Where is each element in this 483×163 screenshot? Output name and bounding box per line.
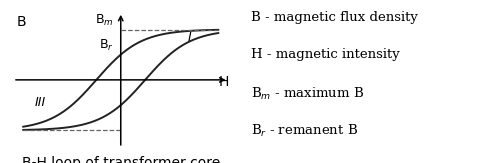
Text: H: H: [218, 75, 228, 89]
Text: H - magnetic intensity: H - magnetic intensity: [251, 48, 400, 61]
Text: I: I: [188, 31, 191, 44]
Text: B - magnetic flux density: B - magnetic flux density: [251, 11, 418, 24]
Text: B$_r$ - remanent B: B$_r$ - remanent B: [251, 123, 358, 140]
Text: B$_r$: B$_r$: [99, 38, 114, 53]
Text: B: B: [16, 15, 26, 29]
Text: B$_m$: B$_m$: [96, 13, 114, 28]
Text: B$_m$ - maximum B: B$_m$ - maximum B: [251, 86, 364, 102]
Text: B-H loop of transformer core: B-H loop of transformer core: [22, 156, 220, 163]
Text: III: III: [35, 96, 46, 109]
